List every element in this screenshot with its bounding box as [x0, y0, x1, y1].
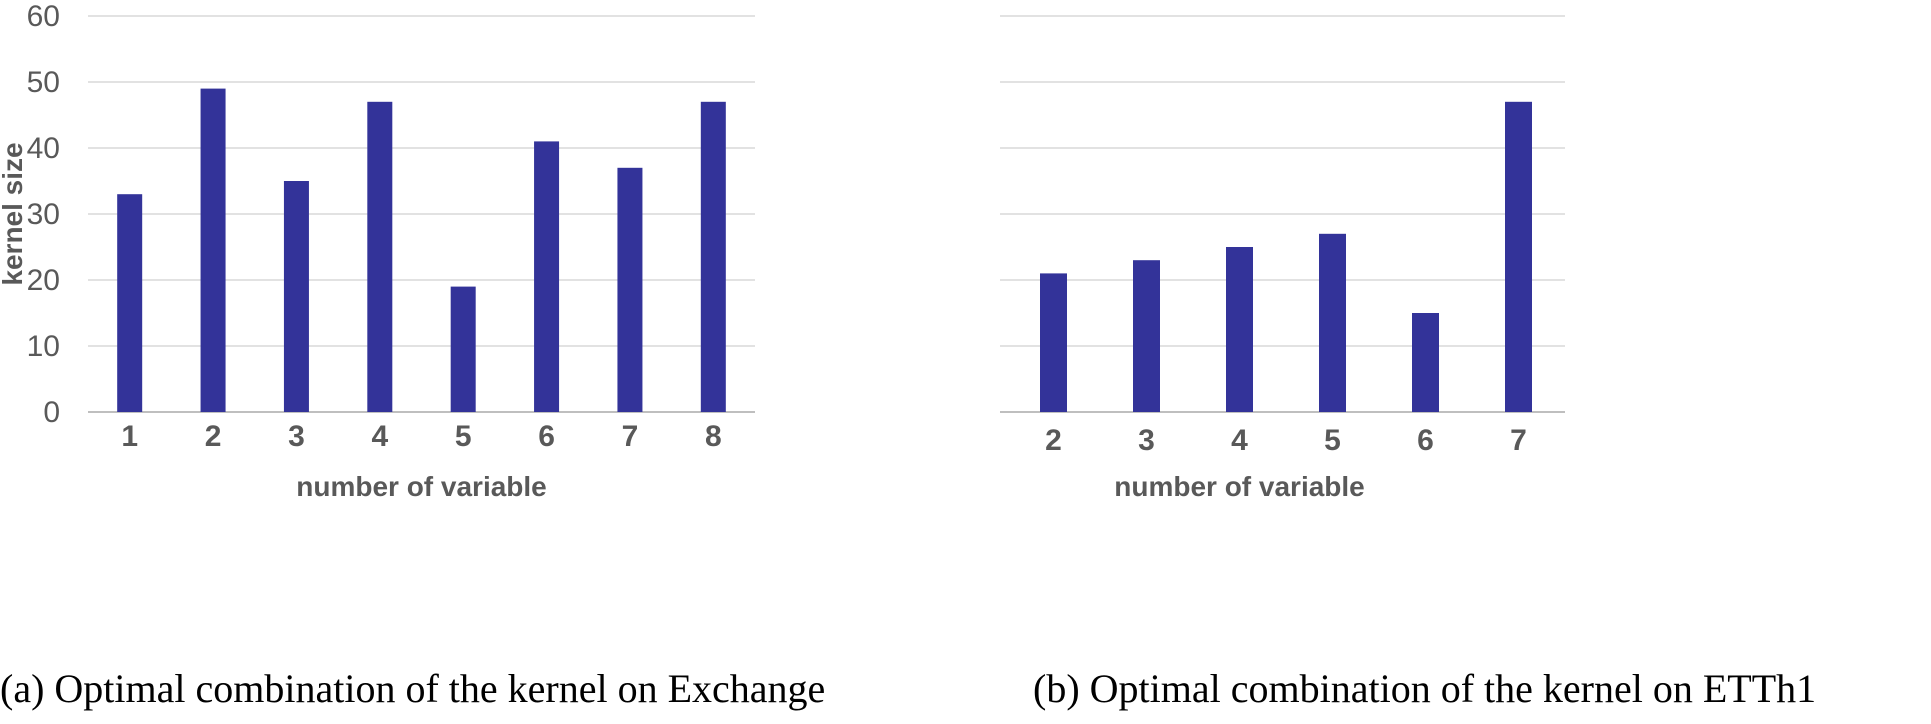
bar	[200, 88, 226, 412]
bar-chart-exchange: 0 10 20 30 40 50 60 1 2 3 4 5 6 7 8 number of variable k…	[0, 0, 755, 502]
x-tick-label: 2	[1045, 424, 1062, 457]
x-tick-label: 1	[121, 420, 138, 453]
x-tick-label: 3	[1138, 424, 1155, 457]
y-axis-title: kernel size	[0, 142, 28, 285]
bar	[1226, 247, 1253, 412]
bar	[700, 101, 726, 413]
bar	[1505, 101, 1532, 413]
x-axis-title: number of variable	[296, 471, 547, 502]
x-tick-label: 3	[288, 420, 305, 453]
chart-panel-a: 0 10 20 30 40 50 60 1 2 3 4 5 6 7 8 number of variable k…	[0, 0, 965, 724]
x-tick-label: 7	[1510, 424, 1527, 457]
bar	[1133, 260, 1160, 412]
x-axis-title: number of variable	[1114, 471, 1365, 502]
x-tick-label: 8	[705, 420, 722, 453]
y-tick-label: 10	[27, 330, 60, 363]
bar	[1040, 273, 1067, 412]
x-tick-label: 5	[1324, 424, 1341, 457]
bar	[117, 194, 143, 412]
caption-b: (b) Optimal combination of the kernel on…	[1033, 666, 1817, 711]
bar-chart-etth1: 01020304050601234567number of variableke…	[1000, 15, 1565, 502]
bar	[450, 286, 476, 412]
x-tick-label: 4	[1231, 424, 1248, 457]
bar	[617, 167, 643, 412]
y-tick-label: 30	[27, 198, 60, 231]
y-tick-label: 40	[27, 132, 60, 165]
bar	[1319, 233, 1346, 412]
y-tick-label: 20	[27, 264, 60, 297]
bar	[1412, 313, 1439, 412]
x-tick-label: 6	[1417, 424, 1434, 457]
x-tick-label: 5	[455, 420, 472, 453]
y-tick-label: 0	[43, 396, 60, 429]
bar	[283, 181, 309, 412]
y-tick-label: 60	[27, 0, 60, 33]
bar	[367, 101, 393, 413]
y-tick-label: 50	[27, 66, 60, 99]
x-tick-label: 2	[205, 420, 222, 453]
chart-panel-b: 01020304050601234567number of variableke…	[1000, 0, 1931, 724]
bar	[534, 141, 560, 412]
x-tick-label: 4	[371, 420, 388, 453]
x-tick-label: 6	[538, 420, 555, 453]
x-tick-label: 7	[622, 420, 639, 453]
caption-a: (a) Optimal combination of the kernel on…	[0, 666, 826, 711]
